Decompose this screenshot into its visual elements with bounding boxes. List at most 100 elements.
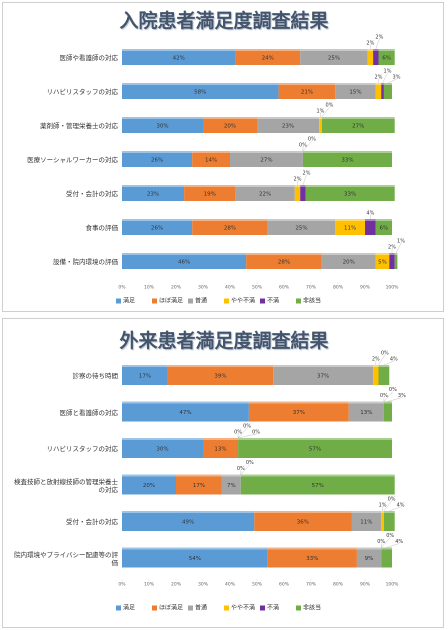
- bar-top: [122, 117, 203, 119]
- bar-segment: [192, 221, 268, 235]
- bar-segment: [300, 51, 368, 65]
- bar-top: [221, 474, 241, 477]
- bar-top: [300, 185, 306, 187]
- bar-top: [203, 117, 257, 119]
- bar-segment: [394, 255, 398, 269]
- data-label: 2%: [366, 41, 374, 47]
- leader-line: [321, 106, 330, 118]
- data-label: 23%: [282, 124, 294, 130]
- bar-top: [167, 365, 274, 367]
- leader-line: [302, 174, 307, 186]
- leader-line: [240, 464, 250, 475]
- bar-top: [351, 511, 382, 513]
- bar-segment: [257, 119, 320, 133]
- data-label: 4%: [397, 503, 405, 509]
- bar-segment: [122, 119, 203, 133]
- bar-segment: [122, 221, 193, 235]
- leader-line: [387, 397, 402, 402]
- bar-segment: [221, 476, 241, 495]
- x-tick-label: 10%: [144, 285, 155, 291]
- legend-label: ほぼ満足: [159, 297, 183, 305]
- data-label: 42%: [173, 56, 185, 62]
- bar-top: [267, 219, 336, 221]
- legend-label: 普通: [195, 604, 207, 612]
- bar-top: [319, 117, 322, 119]
- bar-top: [375, 219, 392, 221]
- data-label: 54%: [189, 556, 201, 562]
- data-label: 5%: [378, 260, 387, 266]
- leader-line: [389, 506, 401, 512]
- leader-line: [395, 242, 402, 254]
- bar-top: [381, 547, 392, 550]
- bar-top: [122, 185, 185, 187]
- category-label: リハビリスタッフの対応: [46, 445, 119, 453]
- data-label: 1%: [384, 69, 392, 75]
- bar-segment: [122, 476, 176, 495]
- chart-title: 入院患者満足度調査結果: [119, 10, 329, 32]
- bar-segment: [356, 549, 382, 568]
- bar-segment: [383, 85, 392, 99]
- data-label: 30%: [156, 124, 168, 130]
- data-label: 6%: [380, 226, 389, 232]
- leader-line: [381, 537, 391, 548]
- bar-segment: [122, 187, 185, 201]
- data-label: 39%: [214, 374, 226, 380]
- bar-segment: [184, 187, 236, 201]
- bar-top: [348, 401, 384, 404]
- x-tick-label: 80%: [333, 582, 344, 588]
- data-label: 28%: [278, 260, 290, 266]
- legend-swatch: [116, 298, 121, 304]
- data-label: 11%: [344, 226, 356, 232]
- bar-segment: [378, 367, 390, 385]
- bar-segment: [381, 85, 384, 99]
- x-tick-label: 20%: [171, 285, 182, 291]
- bar-top: [122, 401, 249, 404]
- data-label: 36%: [297, 520, 309, 526]
- bar-segment: [302, 153, 392, 167]
- bar-segment: [319, 119, 322, 133]
- data-label: 13%: [214, 447, 226, 453]
- data-label: 58%: [194, 90, 206, 96]
- bar-segment: [351, 513, 382, 531]
- bar-segment: [176, 476, 222, 495]
- data-label: 2%: [294, 177, 302, 183]
- leader-line: [375, 38, 380, 50]
- bar-top: [176, 474, 222, 477]
- data-label: 11%: [360, 520, 372, 526]
- data-label: 15%: [349, 90, 361, 96]
- data-label: 4%: [366, 211, 374, 217]
- x-tick-label: 90%: [360, 285, 371, 291]
- bar-segment: [373, 367, 379, 385]
- bar-top: [248, 401, 349, 404]
- bar-segment: [383, 403, 392, 422]
- data-label: 26%: [151, 158, 163, 164]
- x-tick-label: 60%: [279, 285, 290, 291]
- bar-segment: [122, 403, 249, 422]
- data-label: 20%: [143, 483, 155, 489]
- data-label: 57%: [312, 483, 324, 489]
- data-label: 13%: [360, 410, 372, 416]
- category-label: 設備・院内環境の評価: [53, 258, 118, 266]
- legend-label: やや不満: [231, 604, 255, 612]
- category-label: 医療ソーシャルワーカーの対応: [27, 156, 118, 164]
- bar-top: [378, 49, 395, 51]
- bar-segment: [235, 187, 295, 201]
- bar-segment: [367, 51, 374, 65]
- bar-segment: [254, 513, 352, 531]
- bar-segment: [240, 476, 395, 495]
- x-tick-label: 30%: [198, 582, 209, 588]
- legend-swatch: [260, 605, 265, 611]
- data-label: 0%: [234, 430, 242, 436]
- data-label: 24%: [262, 56, 274, 62]
- bar-top: [240, 474, 395, 477]
- category-label: 検査技師と放射線技師の管理栄養士の対応: [14, 477, 118, 494]
- bar-segment: [203, 440, 239, 458]
- leader-line: [382, 72, 388, 84]
- bar-top: [246, 253, 322, 255]
- x-tick-label: 70%: [306, 285, 317, 291]
- x-tick-label: 10%: [144, 582, 155, 588]
- data-label: 0%: [252, 430, 260, 436]
- bar-segment: [378, 51, 395, 65]
